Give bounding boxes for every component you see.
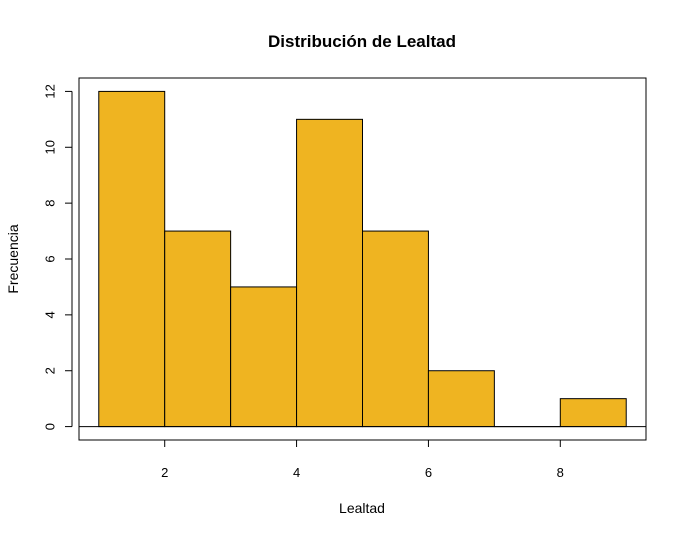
histogram-bar-2 — [164, 230, 232, 428]
y-tick-label: 0 — [43, 423, 58, 430]
y-tick-label: 8 — [43, 200, 58, 207]
histogram-bar-8 — [559, 398, 627, 428]
histogram-bar-6 — [427, 370, 495, 428]
x-axis-label: Lealtad — [339, 500, 385, 516]
plot-frame — [78, 77, 647, 441]
y-axis-label: Frecuencia — [5, 224, 21, 293]
x-axis: 2 4 6 8 — [161, 440, 564, 480]
y-tick-label: 10 — [43, 140, 58, 154]
bars-group — [79, 90, 646, 428]
y-tick-label: 2 — [43, 367, 58, 374]
histogram-bar-1 — [98, 90, 166, 428]
histogram-bar-3 — [230, 286, 298, 428]
x-tick-label: 2 — [161, 465, 168, 480]
y-axis: 0 2 4 6 8 10 12 — [43, 84, 73, 430]
histogram-bar-5 — [362, 230, 429, 428]
y-tick-label: 4 — [43, 311, 58, 318]
x-tick-label: 8 — [557, 465, 564, 480]
x-tick-label: 6 — [425, 465, 432, 480]
x-tick-label: 4 — [293, 465, 300, 480]
y-tick-label: 6 — [43, 255, 58, 262]
y-tick-label: 12 — [43, 84, 58, 98]
histogram-bar-4 — [296, 118, 363, 428]
chart-title: Distribución de Lealtad — [268, 32, 456, 51]
